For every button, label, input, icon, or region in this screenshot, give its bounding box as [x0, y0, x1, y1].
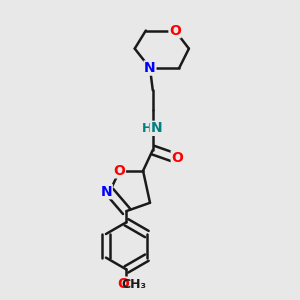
Text: H: H: [142, 122, 152, 135]
Text: O: O: [171, 151, 183, 165]
Text: O: O: [118, 277, 130, 291]
Text: N: N: [100, 185, 112, 199]
Text: O: O: [113, 164, 125, 178]
Text: N: N: [150, 121, 162, 135]
Text: O: O: [169, 24, 181, 38]
Text: N: N: [144, 61, 156, 75]
Text: CH₃: CH₃: [122, 278, 147, 291]
